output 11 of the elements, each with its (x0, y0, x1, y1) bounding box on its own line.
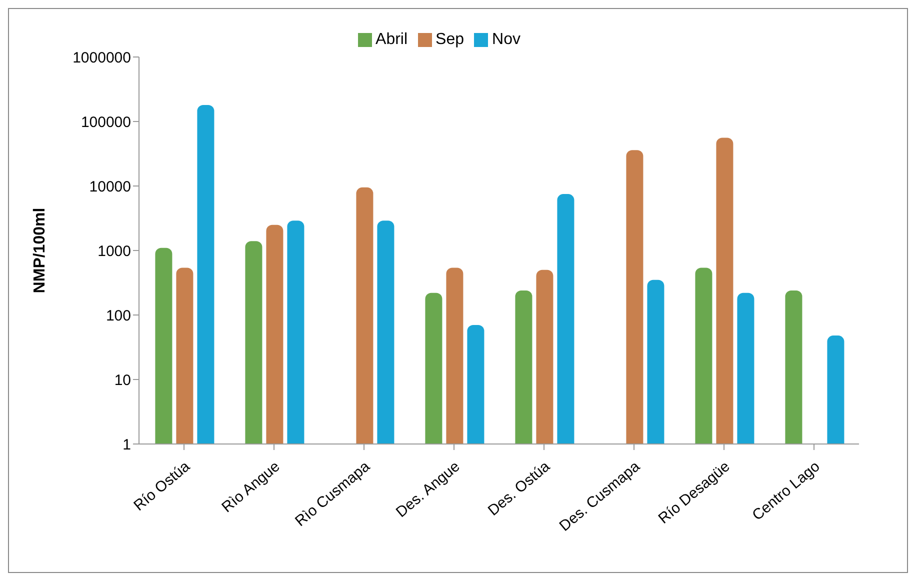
y-tick-label: 1000 (98, 242, 131, 260)
y-tick-label: 100 (106, 307, 131, 324)
y-tick-label: 1000000 (72, 49, 131, 66)
y-tick-label: 10000 (89, 178, 131, 196)
legend-label: Abril (376, 31, 408, 48)
y-tick-label: 100000 (80, 114, 131, 131)
legend-label: Nov (492, 31, 520, 48)
y-tick-label: 1 (122, 436, 131, 454)
legend-label: Sep (436, 31, 464, 48)
y-tick-label: 10 (114, 372, 131, 389)
y-axis-title: NMP/100ml (32, 208, 49, 294)
